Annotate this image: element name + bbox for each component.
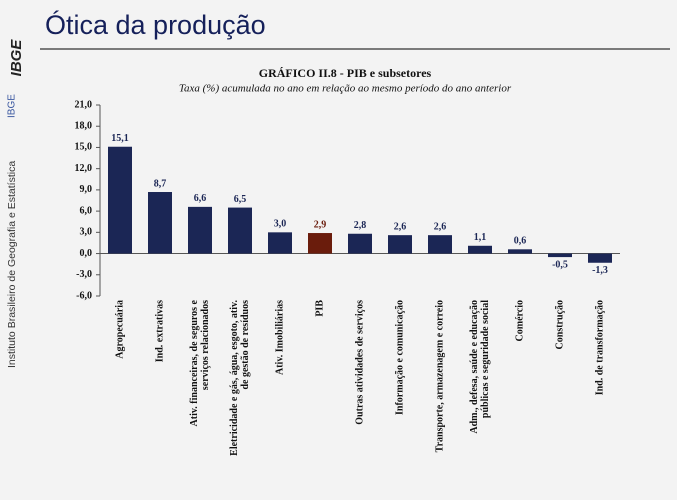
bar [388,235,412,254]
y-tick-label: 21,0 [75,99,93,110]
y-tick-label: 18,0 [75,121,93,132]
y-tick-label: -6,0 [76,290,92,301]
x-tick-label: Ativ. financeiras, de seguros e [189,299,200,426]
x-tick-label: PIB [314,300,325,317]
value-label: 2,6 [434,221,447,232]
x-tick-label: Agropecuária [114,300,125,359]
value-label: 15,1 [111,133,129,144]
value-label: 0,6 [514,236,527,247]
value-label: 1,1 [474,232,487,243]
institute: Instituto Brasileiro de Geografia e Esta… [6,161,18,368]
bar [468,245,492,254]
bar [308,233,332,254]
institute-acronym: IBGE [7,94,18,118]
bar [148,192,172,254]
slide-title: Ótica da produção [45,9,266,40]
bar [428,235,452,254]
bar [188,206,212,254]
value-label: -0,5 [552,259,568,270]
y-tick-label: -3,0 [76,269,92,280]
value-label: 2,9 [314,219,327,230]
x-tick-label: Transporte, armazenagem e correio [434,300,445,452]
bar [548,253,572,258]
y-tick-label: 9,0 [80,184,93,195]
bar [588,253,612,263]
value-label: 2,8 [354,220,367,231]
bar [108,146,132,254]
x-tick-label: Eletricidade e gás, água, esgoto, ativ. [229,300,240,456]
bar [268,232,292,254]
value-label: -1,3 [592,265,608,276]
x-tick-label: Outras atividades de serviços [354,300,365,425]
x-tick-label: Ativ. Imobiliárias [274,300,285,375]
x-tick-label: Ind. de transformação [594,300,605,395]
chart-subtitle: Taxa (%) acumulada no ano em relação ao … [179,83,512,95]
y-tick-label: 0,0 [80,248,93,259]
y-tick-label: 15,0 [75,142,93,153]
y-tick-label: 12,0 [75,163,93,174]
x-tick-label: Construção [554,300,565,349]
value-label: 6,6 [194,193,207,204]
x-tick-label: serviços relacionados [200,300,211,390]
bar [508,249,532,254]
value-label: 2,6 [394,221,407,232]
x-tick-label: Comércio [514,300,525,341]
x-tick-label: Informação e comunicação [394,300,405,415]
x-tick-label: Ind. extrativas [154,300,165,362]
bar [228,207,252,254]
value-label: 8,7 [154,178,167,189]
x-tick-label: públicas e seguridade social [480,300,491,418]
x-tick-label: de gestão de resíduos [240,300,251,390]
chart-title: GRÁFICO II.8 - PIB e subsetores [259,66,432,80]
value-label: 3,0 [274,219,287,230]
logo: IBGE [8,39,25,77]
y-tick-label: 3,0 [80,227,93,238]
y-tick-label: 6,0 [80,205,93,216]
value-label: 6,5 [234,194,247,205]
x-tick-label: Adm., defesa, saúde e educação [469,300,480,434]
bar [348,233,372,254]
